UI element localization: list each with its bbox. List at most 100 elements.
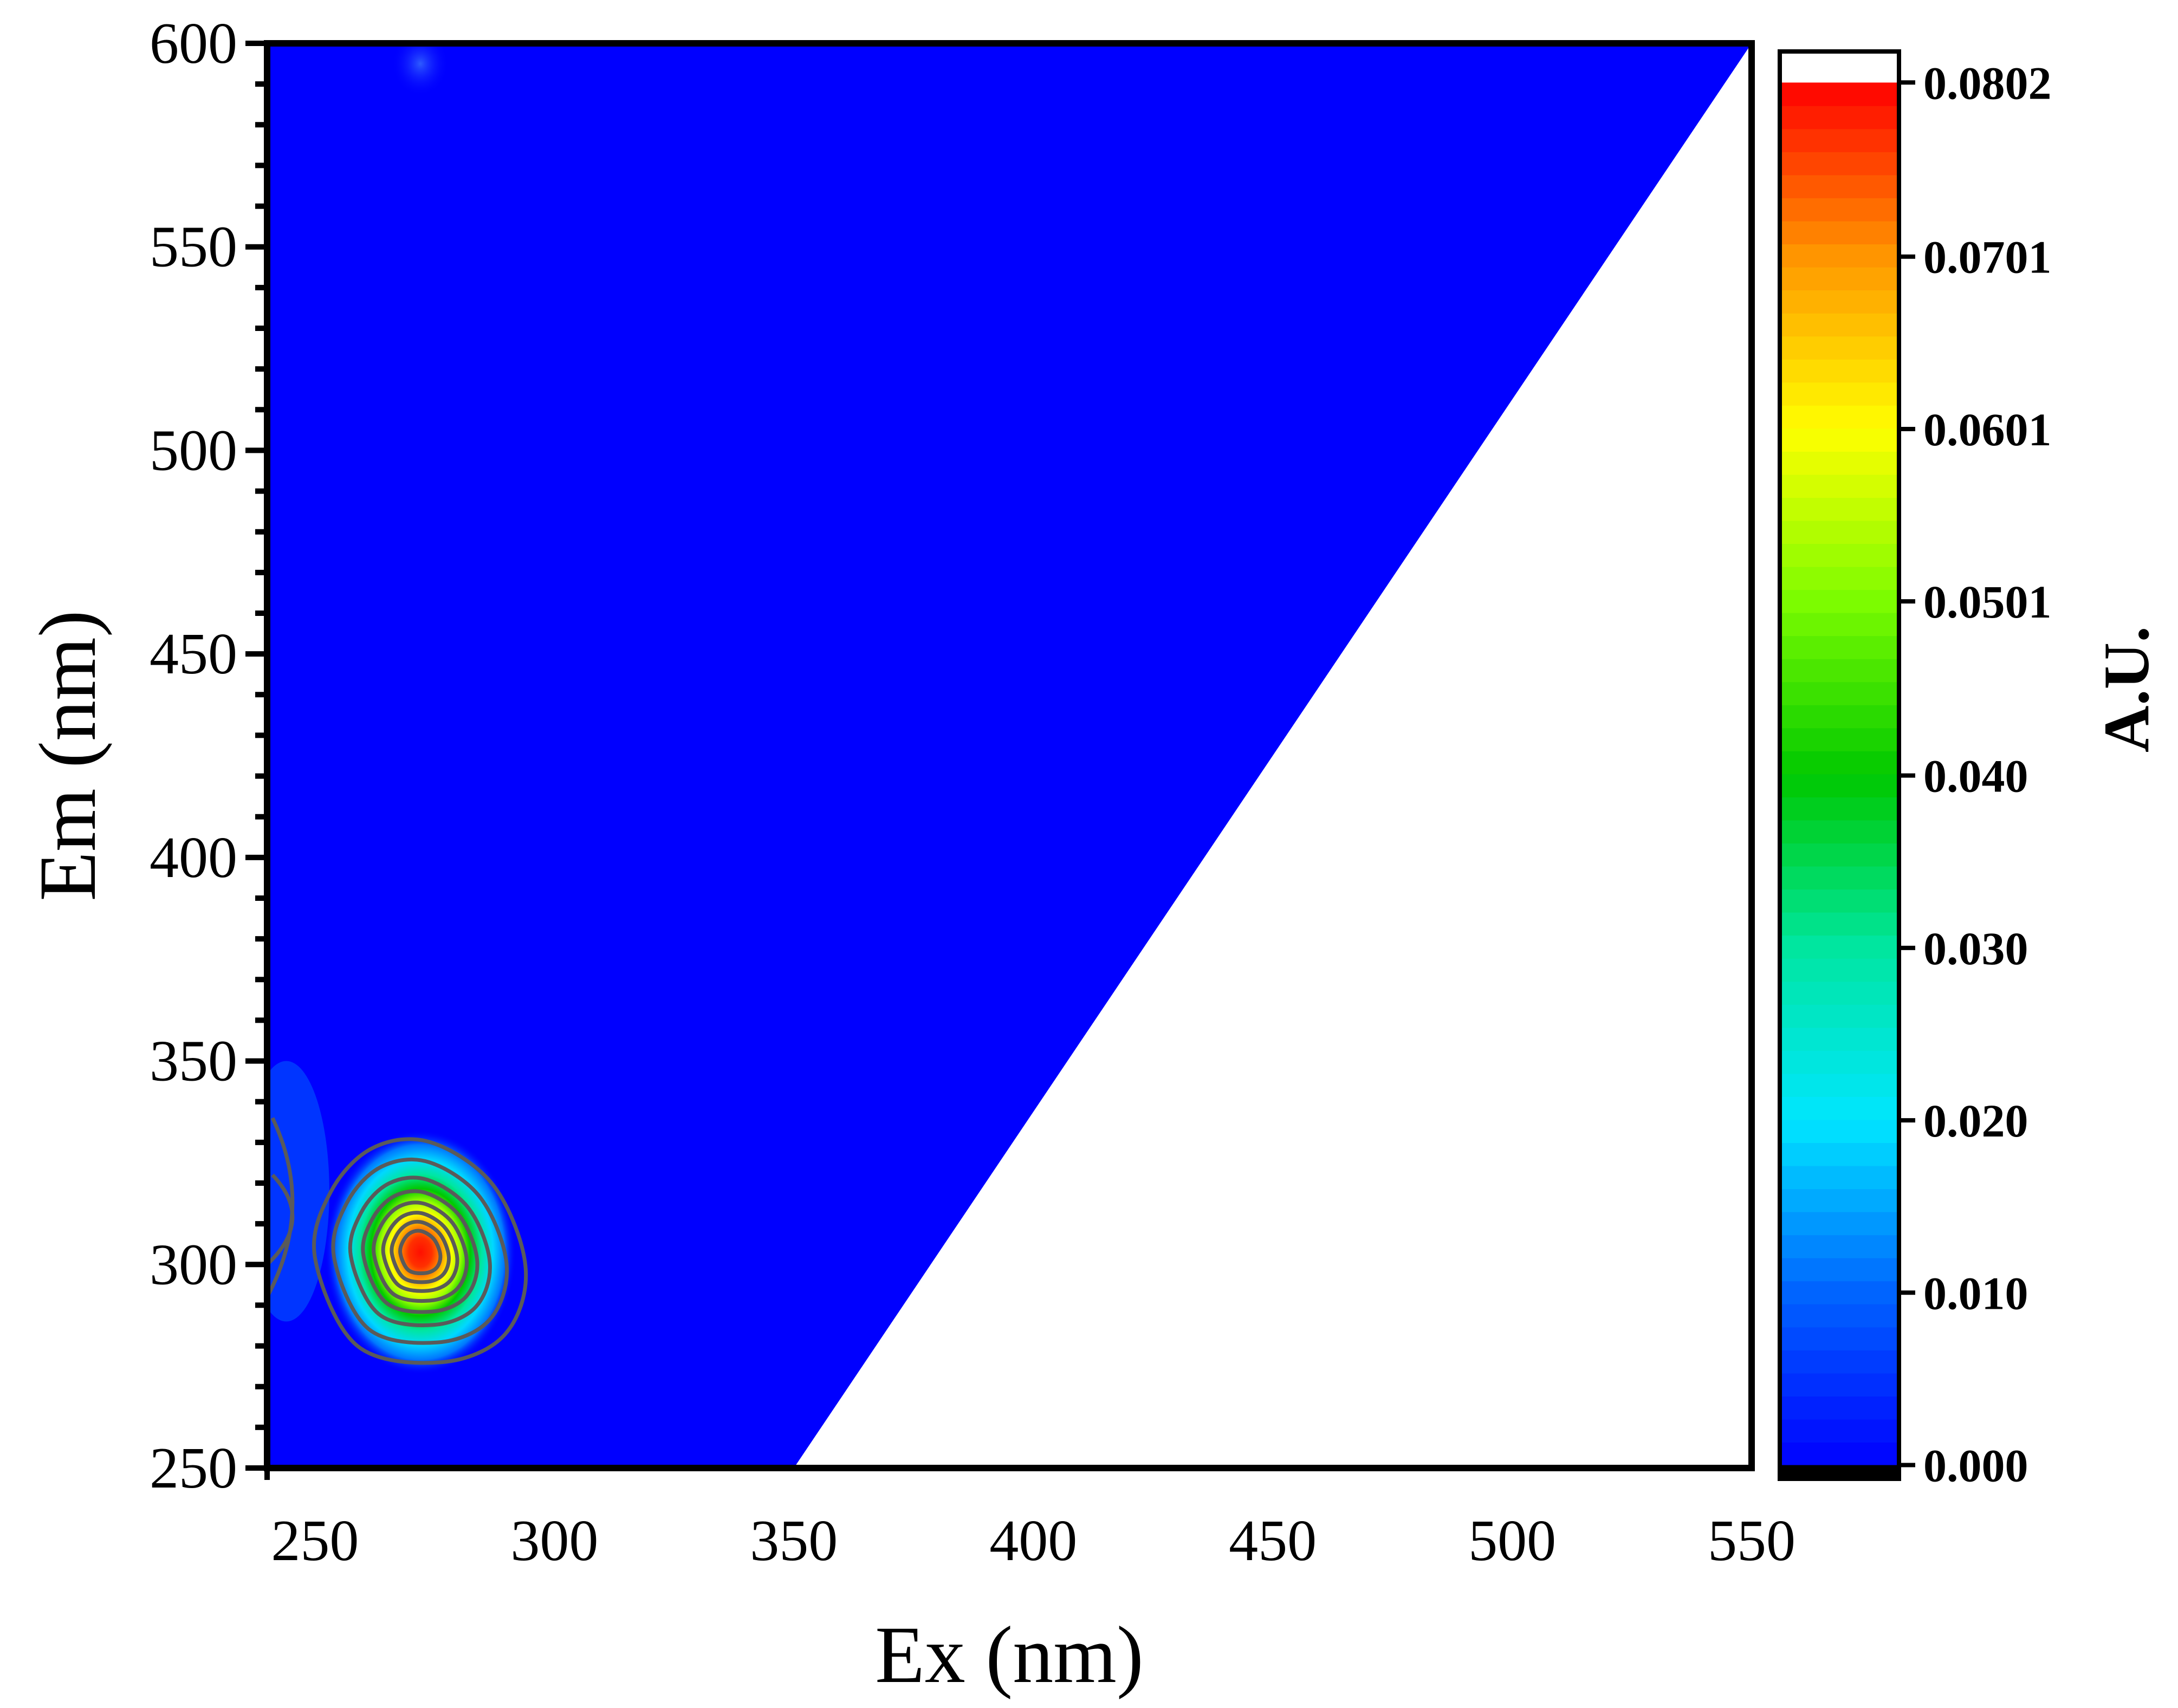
contour-line xyxy=(398,1229,443,1276)
colorbar-segment xyxy=(1780,313,1899,337)
colorbar-segment xyxy=(1780,1027,1899,1051)
colorbar-segment xyxy=(1780,1004,1899,1028)
y-tick-label: 300 xyxy=(150,1232,237,1297)
colorbar-segment xyxy=(1780,451,1899,475)
colorbar-tick-label: 0.020 xyxy=(1923,1095,2028,1147)
colorbar-segment xyxy=(1780,796,1899,821)
plot-area xyxy=(267,43,1752,1468)
colorbar-tick-label: 0.0802 xyxy=(1923,57,2052,109)
colorbar-segment xyxy=(1780,1142,1899,1166)
colorbar-segment xyxy=(1780,1419,1899,1443)
colorbar-segment xyxy=(1780,1395,1899,1420)
colorbar-segment xyxy=(1780,1189,1899,1212)
colorbar-segment xyxy=(1780,1211,1899,1236)
y-tick-label: 600 xyxy=(150,11,237,76)
contour-line xyxy=(361,1189,479,1314)
contour-line xyxy=(371,1200,469,1303)
colorbar-segment xyxy=(1780,359,1899,383)
colorbar-segment xyxy=(1780,935,1899,959)
colorbar-segment xyxy=(1780,290,1899,314)
colorbar-segment xyxy=(1780,105,1899,129)
y-tick-label: 250 xyxy=(150,1436,237,1501)
x-tick-label: 450 xyxy=(1229,1509,1317,1573)
colorbar-segment xyxy=(1780,1373,1899,1397)
colorbar-segment xyxy=(1780,1073,1899,1097)
colorbar-frame xyxy=(1778,49,1901,1481)
x-tick-label: 300 xyxy=(510,1509,598,1573)
y-tick-label: 450 xyxy=(150,622,237,686)
contour-line xyxy=(381,1211,459,1293)
colorbar-tick-label: 0.030 xyxy=(1923,923,2028,975)
x-tick-label: 500 xyxy=(1468,1509,1556,1573)
colorbar-segment xyxy=(1780,474,1899,498)
colorbar-segment xyxy=(1780,981,1899,1005)
colorbar-title: A.U. xyxy=(2090,626,2162,752)
colorbar-segment xyxy=(1780,704,1899,729)
colorbar-tick-label: 0.040 xyxy=(1923,750,2028,802)
colorbar-segment xyxy=(1780,1096,1899,1120)
colorbar-segment xyxy=(1780,612,1899,637)
contour-lines xyxy=(267,1117,528,1365)
colorbar-segment xyxy=(1780,635,1899,659)
x-axis: 250 300 350 400 450 500 550 xyxy=(264,1468,1795,1573)
colorbar-overflow xyxy=(1780,51,1899,83)
colorbar-segment xyxy=(1780,267,1899,291)
colorbar-segment xyxy=(1780,497,1899,521)
colorbar-segment xyxy=(1780,174,1899,198)
colorbar-tick-label: 0.0501 xyxy=(1923,576,2052,628)
y-tick-label: 550 xyxy=(150,215,237,280)
faint-peak-glow xyxy=(391,43,449,96)
colorbar-segment xyxy=(1780,566,1899,590)
colorbar-segment xyxy=(1780,728,1899,751)
y-tick-label: 500 xyxy=(150,418,237,483)
colorbar-segment xyxy=(1780,589,1899,613)
colorbar-tick-label: 0.010 xyxy=(1923,1267,2028,1319)
colorbar-segment xyxy=(1780,1349,1899,1374)
contour-line xyxy=(267,1117,295,1298)
colorbar-segment xyxy=(1780,82,1899,106)
colorbar-underflow xyxy=(1780,1465,1899,1479)
colorbar-segment xyxy=(1780,428,1899,452)
colorbar-segment xyxy=(1780,128,1899,152)
plot-frame xyxy=(264,40,1755,1471)
colorbar-segment xyxy=(1780,958,1899,982)
colorbar-tick-label: 0.0601 xyxy=(1923,404,2052,456)
y-tick-label: 400 xyxy=(150,826,237,890)
colorbar-segment xyxy=(1780,889,1899,913)
contour-line xyxy=(390,1219,451,1284)
colorbar-segment xyxy=(1780,1327,1899,1350)
colorbar-segment xyxy=(1780,658,1899,683)
x-tick-label: 250 xyxy=(271,1509,359,1573)
y-tick-label: 350 xyxy=(150,1029,237,1094)
contour-line xyxy=(348,1176,492,1327)
colorbar-segment xyxy=(1780,244,1899,268)
colorbar-segment xyxy=(1780,336,1899,360)
colorbar-segment xyxy=(1780,1119,1899,1144)
x-axis-title: Ex (nm) xyxy=(875,1610,1144,1700)
colorbar-segment xyxy=(1780,912,1899,936)
colorbar-segment xyxy=(1780,520,1899,544)
colorbar-segment xyxy=(1780,866,1899,890)
colorbar-segment xyxy=(1780,1050,1899,1074)
colorbar-segment xyxy=(1780,543,1899,567)
masked-region xyxy=(794,43,1752,1468)
colorbar-segment xyxy=(1780,151,1899,176)
colorbar-segment xyxy=(1780,1303,1899,1328)
colorbar-segment xyxy=(1780,1281,1899,1304)
colorbar-segment xyxy=(1780,774,1899,797)
colorbar-segment xyxy=(1780,750,1899,775)
colorbar-tick-label: 0.000 xyxy=(1923,1440,2028,1492)
colorbar-segment xyxy=(1780,1442,1899,1466)
colorbar: 0.000 0.010 0.020 0.030 0.040 0.0501 0.0601 0.0… xyxy=(1778,49,2052,1492)
colorbar-segment xyxy=(1780,382,1899,406)
colorbar-segment xyxy=(1780,1235,1899,1258)
colorbar-segment xyxy=(1780,405,1899,429)
colorbar-segment xyxy=(1780,220,1899,245)
colorbar-tick-label: 0.0701 xyxy=(1923,231,2052,283)
contour-line xyxy=(331,1158,509,1345)
colorbar-segment xyxy=(1780,681,1899,705)
contour-line xyxy=(312,1137,528,1365)
colorbar-segment xyxy=(1780,197,1899,222)
colorbar-segment xyxy=(1780,1165,1899,1190)
